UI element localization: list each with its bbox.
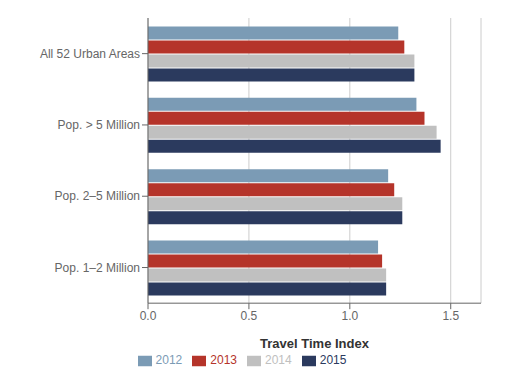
html-text:2013: 2013 [210,353,237,368]
svg-text:Pop. 1–2 Million: Pop. 1–2 Million [55,261,140,275]
svg-text:1.5: 1.5 [442,309,459,323]
svg-text:0.0: 0.0 [140,309,157,323]
svg-text:Travel Time Index: Travel Time Index [260,336,370,351]
html-text:2014: 2014 [265,353,292,368]
svg-text:0.5: 0.5 [241,309,258,323]
svg-text:Pop. 2–5 Million: Pop. 2–5 Million [55,189,140,203]
html-text:2015: 2015 [319,353,347,368]
svg-text:All 52 Urban Areas: All 52 Urban Areas [40,47,140,61]
svg-text:Pop. > 5 Million: Pop. > 5 Million [58,118,140,132]
html-text:2012: 2012 [155,353,183,368]
svg-text:1.0: 1.0 [341,309,358,323]
